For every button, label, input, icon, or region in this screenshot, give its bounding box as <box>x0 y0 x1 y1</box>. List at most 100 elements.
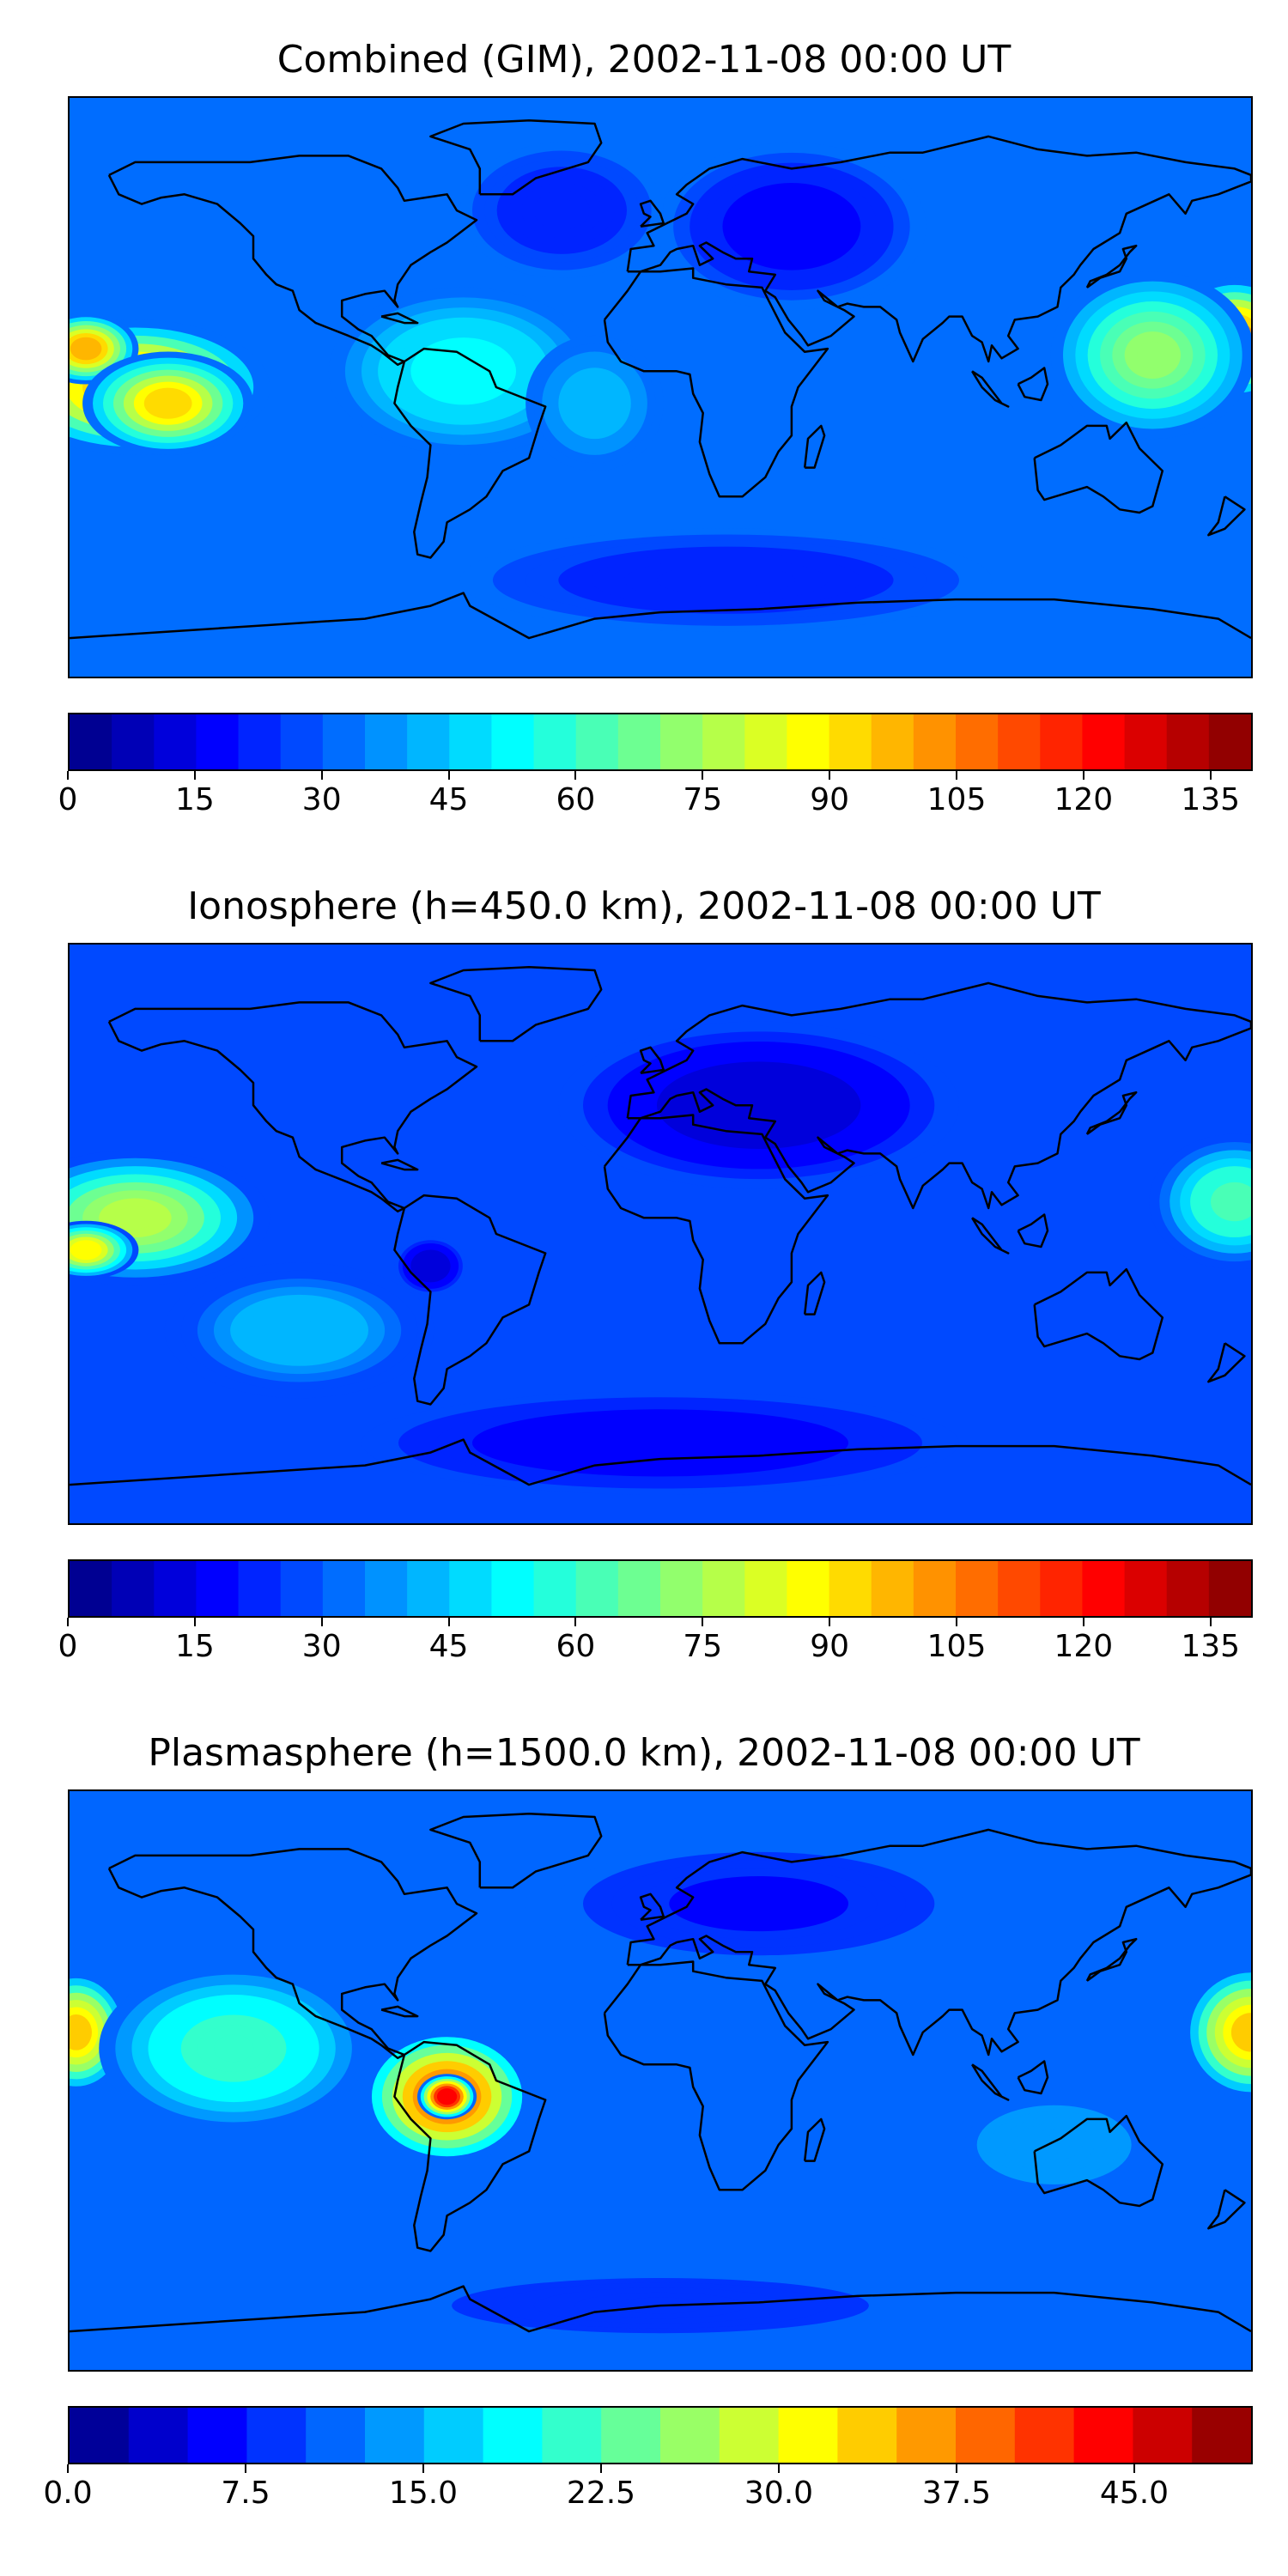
colorbar-tick-mark <box>574 1618 577 1626</box>
colorbar-segment <box>533 1561 577 1616</box>
colorbar-segment <box>1208 714 1251 769</box>
colorbar-segment <box>238 714 282 769</box>
colorbar-segment <box>533 714 577 769</box>
coastline <box>107 155 478 367</box>
colorbar-segment <box>837 2408 897 2463</box>
colorbar-tick-label: 30.0 <box>744 2476 814 2511</box>
colorbar-segment <box>829 714 872 769</box>
colorbar-segment <box>1166 714 1210 769</box>
colorbar-segment <box>322 1561 366 1616</box>
coastline <box>803 1271 826 1315</box>
colorbar-ionosphere <box>68 1559 1253 1618</box>
colorbar-tick-label: 15.0 <box>388 2476 459 2511</box>
coastline <box>1033 1267 1164 1361</box>
colorbar-segment <box>660 714 703 769</box>
coastline <box>393 347 547 559</box>
colorbar-segment <box>246 2408 307 2463</box>
coastline <box>393 2040 547 2252</box>
colorbar-tick-mark <box>1082 1618 1084 1626</box>
colorbar-tick-label: 60 <box>556 782 596 817</box>
colorbar-tick-mark <box>778 2464 780 2473</box>
coastline <box>1017 2060 1049 2095</box>
colorbar-segment <box>744 1561 788 1616</box>
colorbar-tick-label: 30 <box>301 1629 342 1664</box>
colorbar-tick-mark <box>956 1618 957 1626</box>
colorbar-tick-mark <box>67 1618 69 1626</box>
tec-contour-band <box>731 1091 787 1119</box>
map-title: Plasmasphere (h=1500.0 km), 2002-11-08 0… <box>148 1731 1140 1775</box>
colorbar-tick-mark <box>447 1618 450 1626</box>
colorbar-ticks: 0.0 7.5 15.0 22.5 30.0 37.5 45.0 <box>43 2464 1253 2516</box>
tec-contour-band <box>726 1892 792 1916</box>
colorbar-tick-label: 0 <box>58 782 78 817</box>
coastline <box>639 1046 665 1075</box>
colorbar-segment <box>913 1561 957 1616</box>
colorbar-segment <box>787 714 830 769</box>
tec-contour-band <box>154 393 182 413</box>
colorbar-segment <box>491 714 535 769</box>
tec-contour-band <box>620 1433 701 1453</box>
colorbar-segment <box>575 1561 619 1616</box>
colorbar-tick-label: 15 <box>174 782 215 817</box>
coastline <box>639 199 665 228</box>
colorbar-tick-mark <box>956 771 957 780</box>
colorbar-tick-label: 22.5 <box>566 2476 636 2511</box>
tec-contour-band <box>440 2090 454 2103</box>
colorbar-segment <box>1166 1561 1210 1616</box>
coastline <box>626 1828 1251 2057</box>
tec-contour-band <box>279 1318 319 1342</box>
coastline <box>393 1194 547 1406</box>
colorbar-segment <box>575 714 619 769</box>
colorbar-tick-label: 0 <box>58 1629 78 1664</box>
tec-contour-band <box>1239 2020 1251 2044</box>
colorbar-tick-label: 135 <box>1181 1629 1241 1664</box>
coastline <box>803 424 826 469</box>
colorbar-segment <box>483 2408 543 2463</box>
colorbar-tick-label: 45.0 <box>1099 2476 1170 2511</box>
colorbar-segment <box>491 1561 535 1616</box>
colorbar-segment <box>112 714 155 769</box>
colorbar-segment <box>70 1561 112 1616</box>
tec-map-combined <box>68 96 1253 678</box>
coastline <box>107 1001 478 1213</box>
colorbar-tick-mark <box>574 771 577 780</box>
coastline <box>1085 1091 1138 1135</box>
coastline <box>1207 1342 1246 1383</box>
colorbar-segment <box>896 2408 957 2463</box>
colorbar-segment <box>1040 714 1084 769</box>
coastline <box>429 118 603 196</box>
tec-contour-band <box>1038 2135 1070 2154</box>
colorbar-tick-mark <box>193 1618 196 1626</box>
tec-contour-band <box>583 392 607 416</box>
colorbar-segment <box>1082 714 1126 769</box>
tec-contour-band <box>1220 1190 1249 1213</box>
coastline <box>70 1438 1251 1486</box>
coastline <box>626 981 1251 1210</box>
tec-map-ionosphere <box>68 943 1253 1525</box>
colorbar-segment <box>998 714 1041 769</box>
colorbar-tick-mark <box>829 771 831 780</box>
colorbar-tick-label: 120 <box>1054 1629 1114 1664</box>
coastline <box>1085 1937 1138 1982</box>
colorbar-segment <box>238 1561 282 1616</box>
colorbar-tick-label: 0.0 <box>43 2476 93 2511</box>
colorbar-tick-mark <box>447 771 450 780</box>
colorbar-tick-label: 37.5 <box>921 2476 992 2511</box>
colorbar-tick-label: 30 <box>301 782 342 817</box>
map-title: Combined (GIM), 2002-11-08 00:00 UT <box>276 38 1012 82</box>
colorbar-segment <box>70 714 112 769</box>
colorbar-segment <box>660 1561 703 1616</box>
colorbar-segment <box>1208 1561 1251 1616</box>
colorbar-tick-mark <box>245 2464 246 2473</box>
colorbar-tick-mark <box>600 2464 602 2473</box>
coastline <box>1085 244 1138 289</box>
colorbar-tick-mark <box>320 771 323 780</box>
coastline <box>971 2063 1010 2101</box>
tec-contour-band <box>771 213 812 240</box>
coastline <box>603 1960 829 2191</box>
tec-contour-band <box>214 2034 254 2063</box>
coastline <box>1033 2114 1164 2208</box>
colorbar-segment <box>407 1561 450 1616</box>
colorbar-segment <box>1073 2408 1133 2463</box>
coastline <box>380 1158 419 1171</box>
